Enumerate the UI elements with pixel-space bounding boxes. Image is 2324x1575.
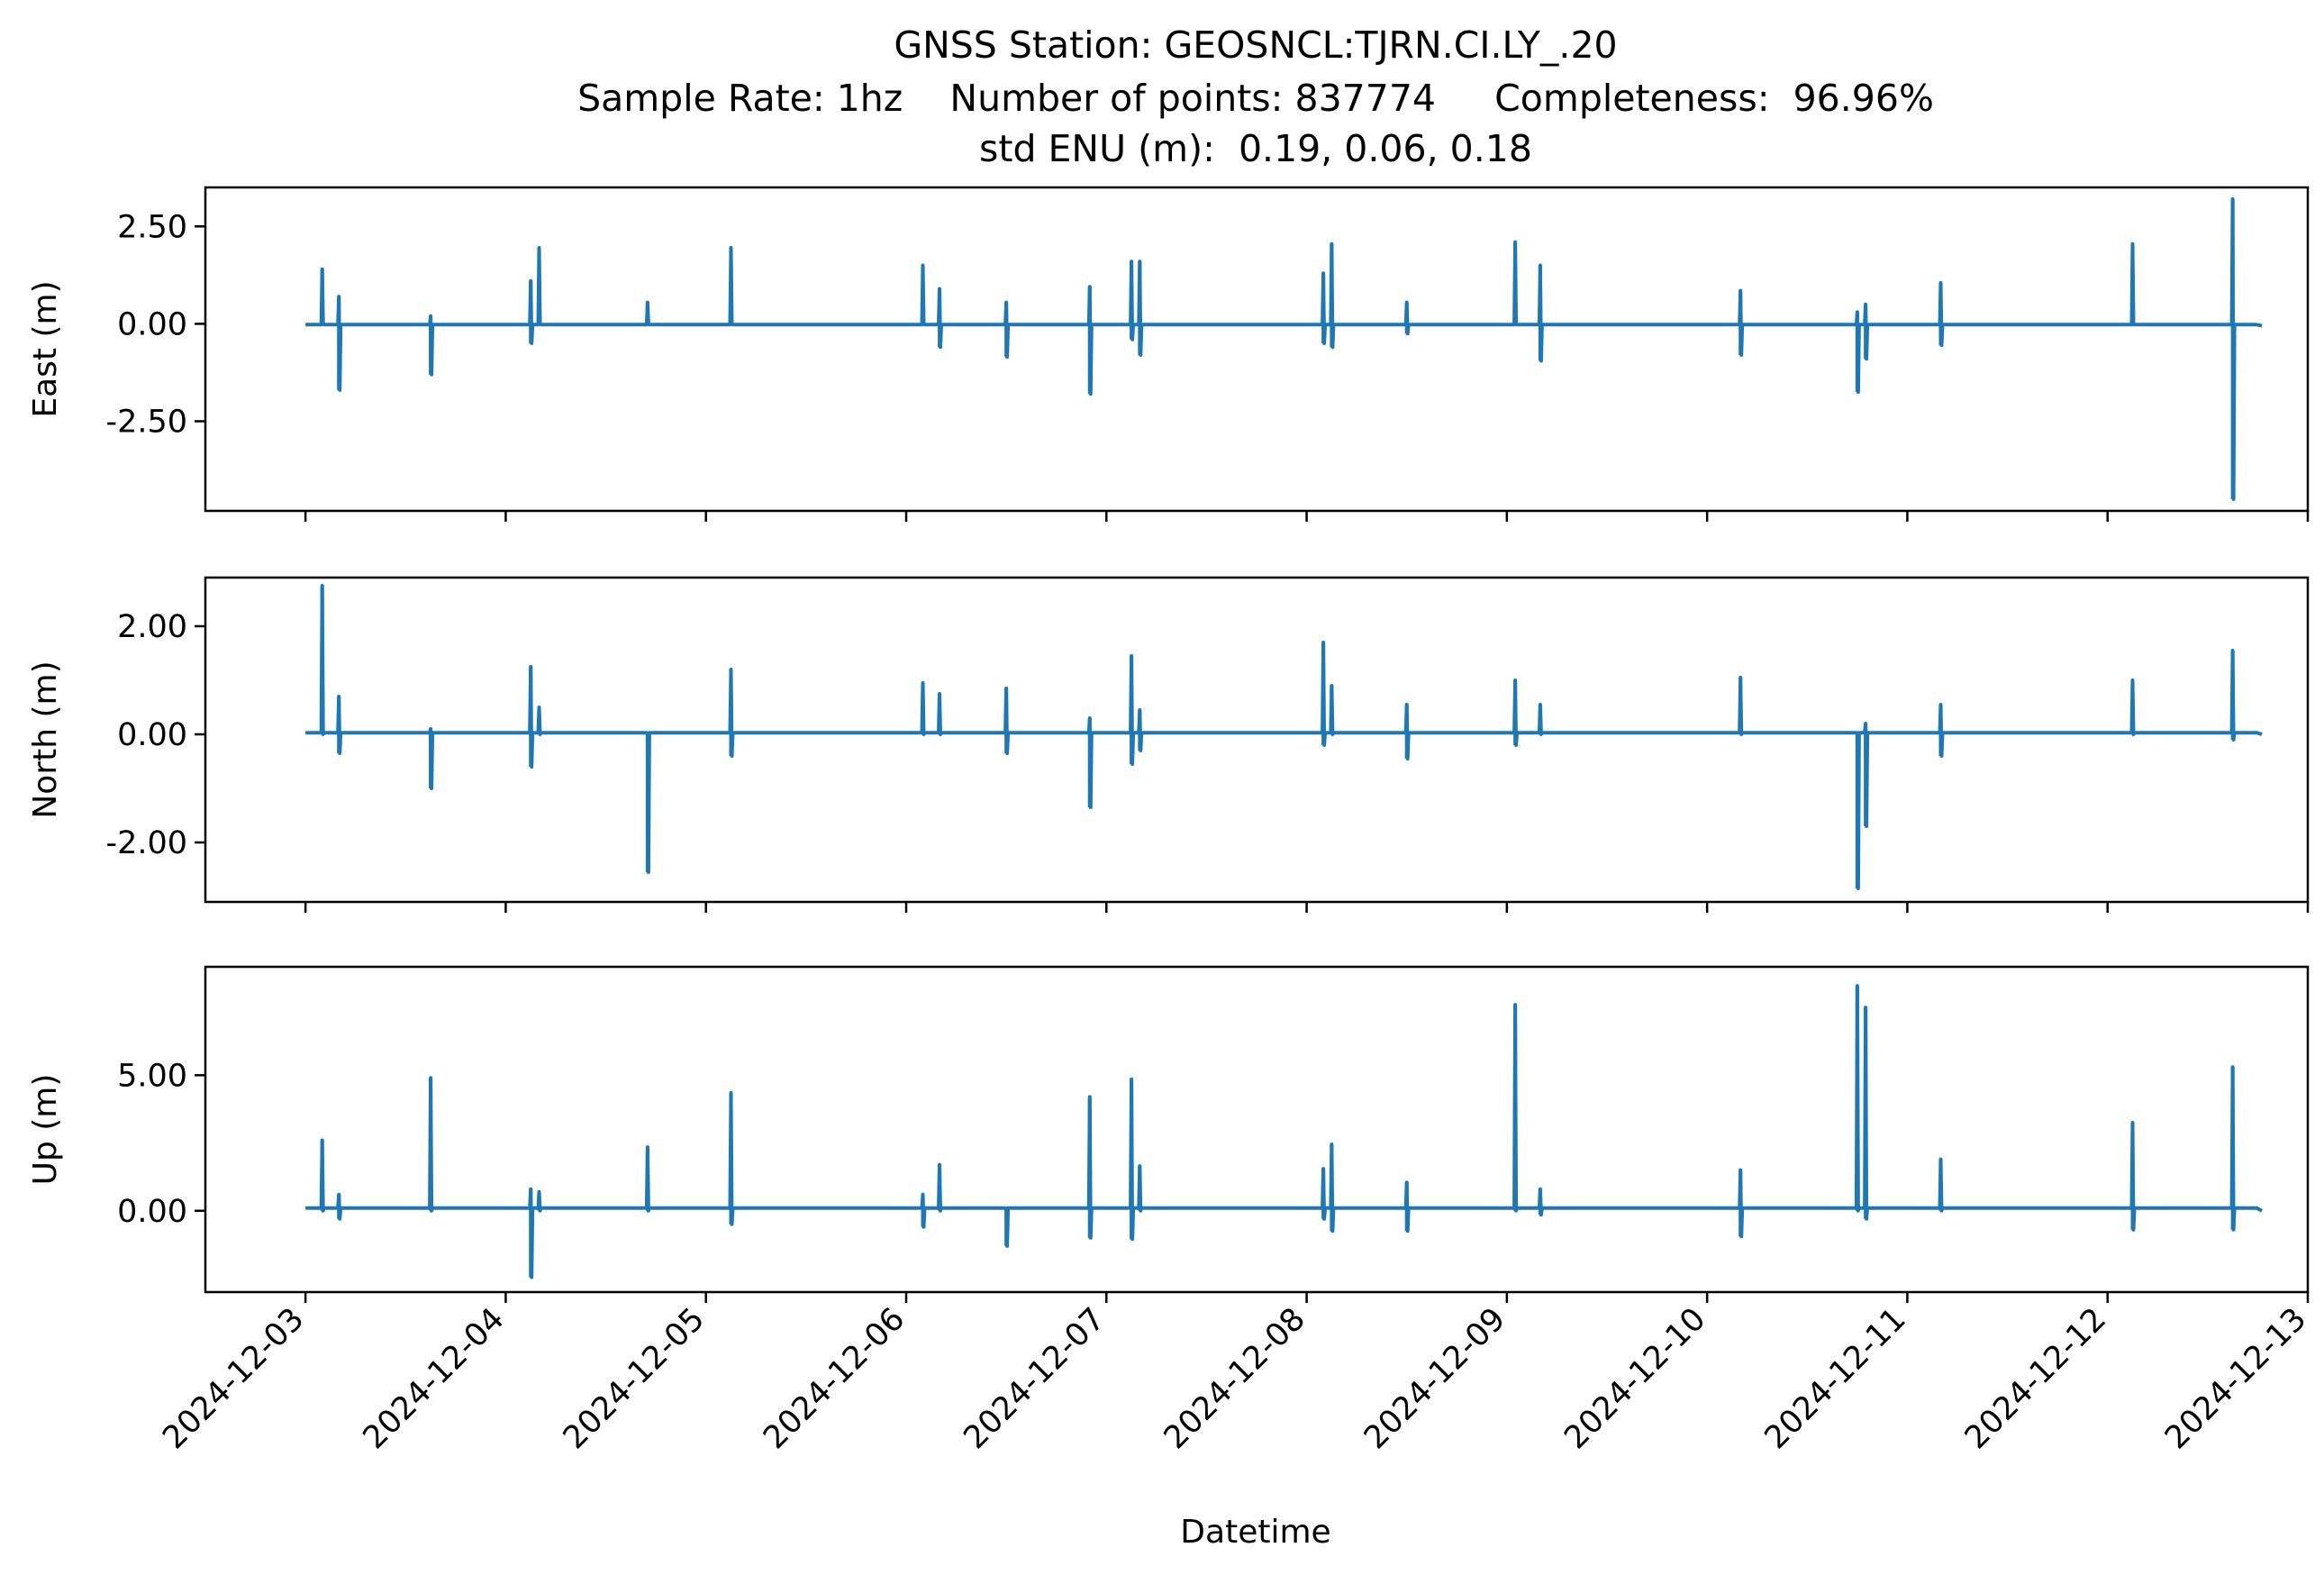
y-axis-label: Up (m): [27, 1074, 64, 1186]
y-axis-label: North (m): [27, 660, 64, 818]
y-tick-label: 0.00: [117, 1194, 187, 1230]
axes-frame: [204, 576, 2310, 904]
y-tick-label: 0.00: [117, 306, 187, 342]
axes-frame: [204, 186, 2310, 513]
y-tick-label: -2.00: [105, 825, 187, 861]
y-tick-label: 0.00: [117, 717, 187, 753]
y-tick-label: 2.00: [117, 609, 187, 645]
y-tick-label: 5.00: [117, 1058, 187, 1094]
y-tick-label: -2.50: [105, 405, 187, 441]
axes-frame: [204, 965, 2310, 1294]
subplot-1: -2.50 0.00 2.50 East (m): [27, 186, 2310, 522]
y-axis-label: East (m): [27, 280, 64, 417]
figure-title-line-1: GNSS Station: GEOSNCL:TJRN.CI.LY_.20: [894, 23, 1617, 67]
figure-title-line-3: std ENU (m): 0.19, 0.06, 0.18: [979, 127, 1532, 170]
figure-title-line-2: Sample Rate: 1hz Number of points: 83777…: [577, 77, 1934, 120]
x-axis-label: Datetime: [1180, 1514, 1330, 1551]
y-tick-label: 2.50: [117, 209, 187, 245]
subplot-2: -2.00 0.00 2.00 North (m): [27, 576, 2310, 913]
